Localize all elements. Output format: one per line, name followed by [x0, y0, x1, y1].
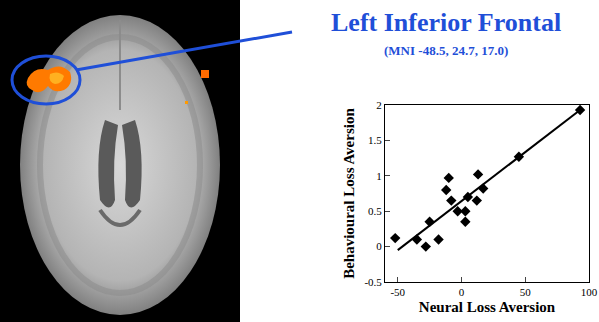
svg-text:-50: -50: [390, 286, 405, 298]
svg-text:100: 100: [581, 286, 598, 298]
svg-text:1.5: 1.5: [368, 134, 382, 146]
svg-text:0.5: 0.5: [368, 205, 382, 217]
svg-text:2: 2: [376, 99, 382, 111]
svg-text:50: 50: [520, 286, 532, 298]
svg-text:Behavioural Loss Aversion: Behavioural Loss Aversion: [341, 108, 357, 279]
svg-text:-0.5: -0.5: [364, 276, 382, 288]
svg-text:1: 1: [376, 170, 382, 182]
svg-text:(MNI -48.5, 24.7, 17.0): (MNI -48.5, 24.7, 17.0): [384, 43, 508, 58]
svg-text:Neural Loss Aversion: Neural Loss Aversion: [419, 299, 556, 315]
svg-text:0: 0: [376, 240, 382, 252]
svg-text:0: 0: [459, 286, 465, 298]
svg-text:Left Inferior Frontal: Left Inferior Frontal: [331, 8, 561, 37]
